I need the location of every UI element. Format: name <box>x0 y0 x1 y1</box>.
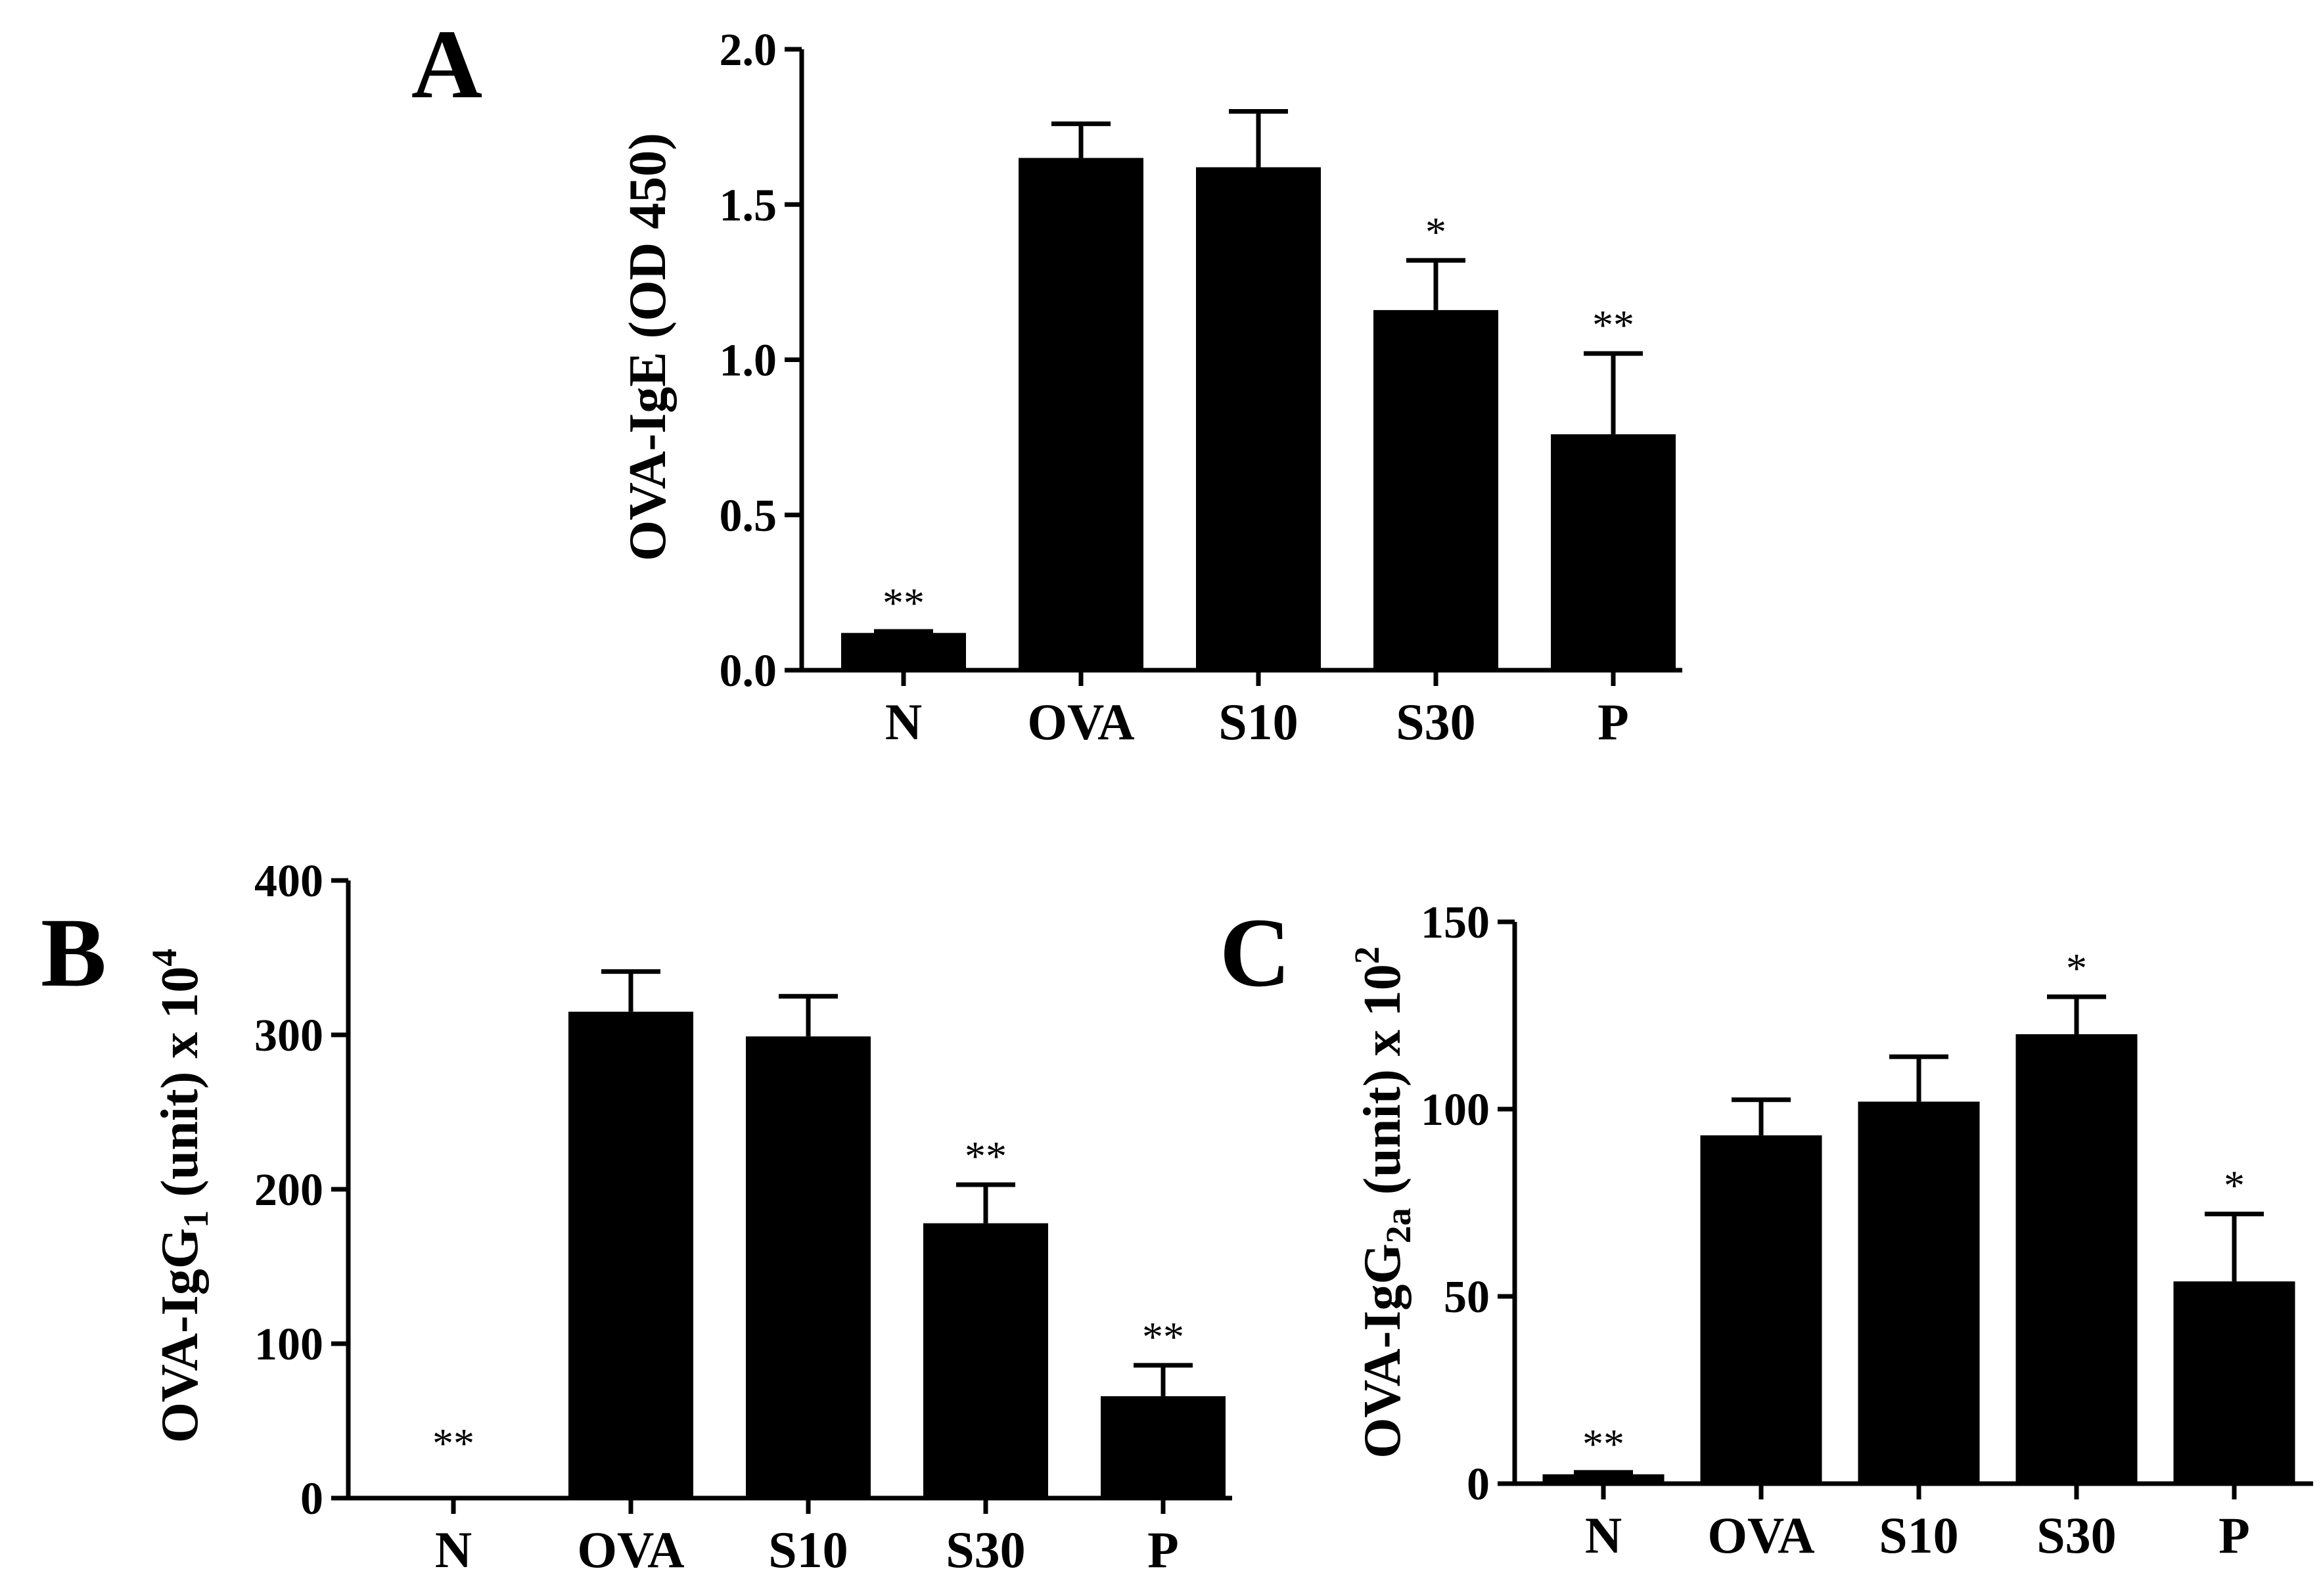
panel-b-y-axis-label: OVA-IgG1 (unit) x 104 <box>145 949 216 1444</box>
panel-b-category-label: OVA <box>577 1521 684 1578</box>
panel-c-y-tick-label: 50 <box>1444 1272 1490 1323</box>
panel-a-y-tick-label: 0.0 <box>720 646 777 696</box>
panel-a-letter: A <box>411 10 482 119</box>
panel-a-significance-mark: ** <box>883 580 925 626</box>
panel-c-significance-mark: * <box>2224 1162 2245 1209</box>
panel-c-y-axis-label-sup: 2 <box>1347 946 1387 964</box>
panel-a-category-label: OVA <box>1027 693 1134 750</box>
panel-c-y-axis-label: OVA-IgG2a (unit) x 102 <box>1347 946 1418 1459</box>
panel-c-significance-mark: ** <box>1582 1421 1624 1467</box>
panel-b-bar <box>568 1011 693 1498</box>
panel-c-bar <box>1700 1135 1822 1484</box>
panel-b-category-label: N <box>435 1521 472 1578</box>
panel-c: C OVA-IgG2a (unit) x 102 050100150N**OVA… <box>1220 898 2313 1564</box>
panel-c-category-label: P <box>2218 1507 2250 1564</box>
panel-a-category-label: N <box>885 693 922 750</box>
panel-c-significance-mark: * <box>2066 945 2087 992</box>
panel-c-y-axis-label-main: OVA-IgG <box>1354 1243 1412 1458</box>
panel-c-category-label: S30 <box>2036 1507 2116 1564</box>
panel-a-category-label: P <box>1597 693 1629 750</box>
panel-a-y-tick-label: 0.5 <box>720 491 777 541</box>
panel-b-y-tick-label: 0 <box>300 1474 323 1524</box>
panel-b-bar <box>923 1223 1048 1498</box>
panel-a-bar <box>841 633 966 670</box>
panel-b-letter: B <box>41 898 106 1007</box>
panel-c-y-tick-label: 100 <box>1421 1085 1490 1135</box>
panel-c-letter: C <box>1220 898 1291 1007</box>
panel-a-bar <box>1196 167 1321 671</box>
panel-b-y-tick-label: 300 <box>254 1011 323 1061</box>
panel-b-category-label: P <box>1147 1521 1179 1578</box>
panel-a: A OVA-IgE (OD 450) 0.0 0.5 1.0 1.5 2.0 N ** OVA… <box>411 10 1682 750</box>
panel-a-y-tick-label: 1.5 <box>720 180 777 231</box>
panel-b-y-axis-label-sup: 4 <box>145 949 184 967</box>
panel-c-category-label: OVA <box>1707 1507 1814 1564</box>
panel-c-category-label: S10 <box>1879 1507 1958 1564</box>
panel-b-y-axis-label-suffix: (unit) x 10 <box>151 967 209 1210</box>
panel-b-bar <box>746 1036 871 1498</box>
panel-a-y-tick-label: 2.0 <box>720 25 777 76</box>
panel-a-bar <box>1373 309 1498 670</box>
panel-c-bar <box>1858 1101 1980 1484</box>
panel-c-bar <box>2173 1281 2295 1484</box>
panel-a-significance-mark: * <box>1425 208 1446 255</box>
panel-c-y-axis-label-sub: 2a <box>1379 1208 1418 1243</box>
panel-b-significance-mark: ** <box>432 1420 474 1467</box>
panel-b-y-tick-label: 100 <box>254 1319 323 1370</box>
panel-c-plot: 0 50 100 150 N ** OVA S10 S30 * P * <box>1421 898 2313 1564</box>
panel-a-y-tick-label: 1.0 <box>720 336 777 386</box>
panel-c-bar <box>1542 1474 1665 1484</box>
panel-b-significance-mark: ** <box>965 1133 1007 1179</box>
panel-b-y-axis-label-main: OVA-IgG <box>151 1228 209 1443</box>
panel-a-y-axis-label: OVA-IgE (OD 450) <box>619 133 677 561</box>
panel-c-bar <box>2015 1034 2138 1484</box>
panel-c-y-axis-label-suffix: (unit) x 10 <box>1354 964 1412 1208</box>
panel-a-bar <box>1019 158 1143 670</box>
panel-a-category-label: S10 <box>1218 693 1298 750</box>
panel-b: B OVA-IgG1 (unit) x 104 0 100 200 300 400 N **… <box>41 856 1232 1578</box>
panel-b-y-axis-label-sub: 1 <box>176 1210 216 1228</box>
panel-b-significance-mark: ** <box>1142 1313 1184 1360</box>
panel-b-y-tick-label: 200 <box>254 1165 323 1216</box>
panel-a-significance-mark: ** <box>1592 302 1634 348</box>
panel-b-y-tick-label: 400 <box>254 856 323 907</box>
panel-a-category-label: S30 <box>1396 693 1475 750</box>
panel-c-category-label: N <box>1585 1507 1622 1564</box>
panel-a-bar <box>1551 434 1676 670</box>
panel-c-y-tick-label: 150 <box>1421 898 1490 948</box>
panel-b-category-label: S30 <box>946 1521 1025 1578</box>
panel-b-category-label: S10 <box>768 1521 848 1578</box>
panel-b-bar <box>1101 1396 1226 1498</box>
panel-a-plot: 0.0 0.5 1.0 1.5 2.0 N ** OVA S10 S30 * P ** <box>720 25 1682 750</box>
panel-c-y-tick-label: 0 <box>1467 1459 1490 1510</box>
panel-a-y-axis-label-main: OVA-IgE (OD 450) <box>619 133 677 561</box>
panel-b-plot: 0 100 200 300 400 N ** OVA S10 S30 ** P ** <box>254 856 1232 1578</box>
